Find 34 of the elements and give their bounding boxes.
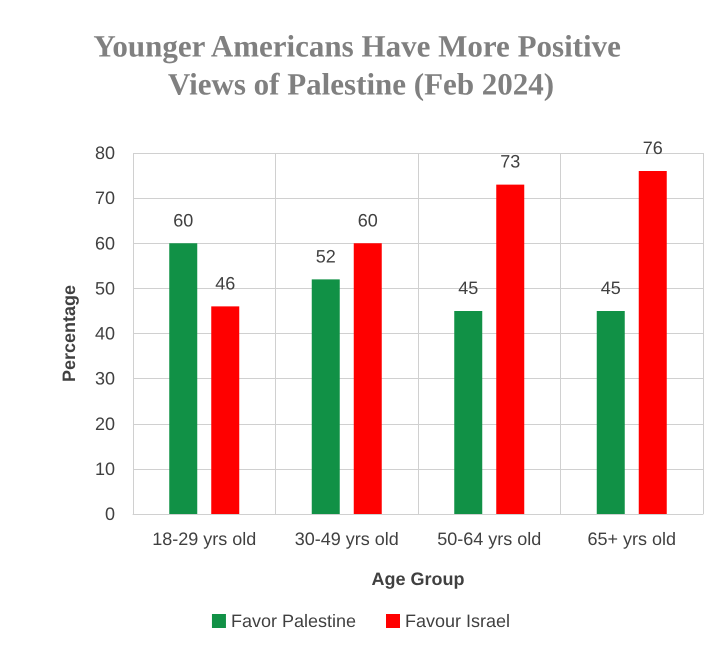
- chart-title: Younger Americans Have More Positive Views of Palestine (Feb 2024): [93, 28, 629, 102]
- y-tick-label: 60: [94, 233, 115, 254]
- legend-label: Favour Israel: [405, 611, 510, 631]
- data-label: 73: [500, 152, 520, 172]
- data-label: 45: [600, 278, 621, 298]
- bar: [211, 306, 240, 514]
- y-axis-title: Percentage: [59, 284, 79, 382]
- bar: [354, 243, 382, 514]
- data-label: 45: [458, 278, 478, 298]
- x-tick-label: 50-64 yrs old: [437, 529, 542, 549]
- y-tick-label: 40: [94, 324, 115, 344]
- x-tick-label: 65+ yrs old: [587, 529, 676, 549]
- bar: [596, 310, 625, 514]
- legend-label: Favor Palestine: [230, 611, 356, 631]
- y-tick-label: 30: [94, 368, 115, 389]
- data-label: 60: [358, 210, 378, 230]
- y-tick-label: 50: [94, 278, 115, 298]
- data-label: 46: [215, 273, 236, 294]
- y-tick-label: 10: [94, 458, 115, 479]
- bar: [312, 279, 340, 514]
- bar: [638, 171, 667, 514]
- data-label: 76: [642, 138, 663, 158]
- bar: [454, 310, 482, 514]
- data-label: 60: [173, 210, 194, 230]
- data-label: 52: [316, 246, 336, 266]
- x-tick-label: 30-49 yrs old: [294, 529, 399, 549]
- x-axis-title: Age Group: [372, 569, 464, 589]
- bar: [169, 243, 198, 514]
- bar: [496, 184, 524, 514]
- y-tick-label: 0: [104, 504, 115, 524]
- y-tick-label: 20: [94, 414, 115, 434]
- y-tick-label: 80: [94, 143, 115, 163]
- y-tick-label: 70: [94, 188, 115, 208]
- x-tick-label: 18-29 yrs old: [152, 529, 256, 549]
